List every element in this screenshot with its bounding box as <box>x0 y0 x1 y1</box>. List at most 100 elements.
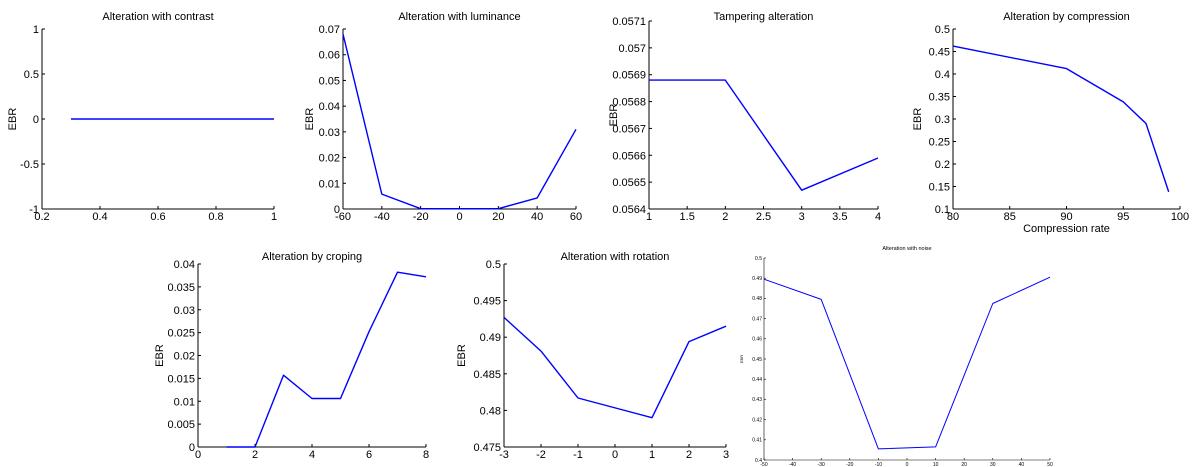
chart-6: Alteration with rotation -3 -2 -1 0 1 2 3 0.475 0… <box>456 251 729 461</box>
series-line <box>503 316 727 419</box>
x-tick-label: 1 <box>649 449 655 461</box>
y-tick-label: 0.0568 <box>612 97 646 109</box>
y-tick-label: 0.005 <box>167 419 195 431</box>
x-axis-label: Compression rate <box>1023 223 1110 235</box>
y-tick-label: 0.5 <box>24 69 39 81</box>
x-tick-label: 0 <box>456 211 462 223</box>
y-axis-label: EBR <box>456 344 468 367</box>
y-tick-label: 0.025 <box>167 328 195 340</box>
x-tick-label: 60 <box>570 211 582 223</box>
x-tick-label: -20 <box>846 462 853 467</box>
x-tick-label: -30 <box>818 462 825 467</box>
x-tick-label: 20 <box>492 211 504 223</box>
x-tick-label: 3.5 <box>832 211 847 223</box>
y-tick-label: 0.45 <box>752 357 762 363</box>
x-tick-label: 6 <box>366 449 372 461</box>
chart-title: Alteration with rotation <box>561 251 670 263</box>
y-tick-label: 0.4 <box>755 458 762 464</box>
x-tick-label: 2 <box>722 211 728 223</box>
chart-3: Tampering alteration 1 1.5 2 2.5 3 3.5 4 0.0564 0… <box>608 11 881 223</box>
y-tick-label: 0.02 <box>319 153 340 165</box>
x-tick-label: 30 <box>990 462 996 467</box>
x-tick-label: -40 <box>374 211 390 223</box>
y-tick-label: 0.5 <box>755 256 762 262</box>
y-tick-label: 0.43 <box>752 397 762 403</box>
x-tick-label: -40 <box>789 462 796 467</box>
x-tick-label: 40 <box>1019 462 1025 467</box>
y-tick-label: 0.03 <box>319 127 340 139</box>
y-tick-label: 0.41 <box>752 438 762 444</box>
y-tick-label: 0.01 <box>319 178 340 190</box>
y-tick-label: 0.47 <box>752 316 762 322</box>
x-tick-label: 85 <box>1004 211 1016 223</box>
y-tick-label: 0.05 <box>319 75 340 87</box>
y-tick-label: 0.49 <box>480 332 501 344</box>
y-tick-label: 0 <box>189 442 195 454</box>
y-tick-label: 0.1 <box>935 204 950 216</box>
series-line <box>649 79 879 191</box>
x-tick-label: 2 <box>252 449 258 461</box>
x-tick-label: 90 <box>1060 211 1072 223</box>
x-tick-label: 100 <box>1171 211 1189 223</box>
y-tick-label: 0.015 <box>167 373 195 385</box>
x-tick-label: 4 <box>309 449 315 461</box>
y-tick-label: 0.02 <box>174 351 195 363</box>
x-tick-label: 8 <box>423 449 429 461</box>
y-tick-label: 0.3 <box>935 114 950 126</box>
chart-1: Alteration with contrast 0.2 0.4 0.6 0.8 1 -1 -… <box>7 11 277 223</box>
x-tick-label: 80 <box>947 211 959 223</box>
chart-title: Alteration with contrast <box>102 11 213 23</box>
y-tick-label: -0.5 <box>20 159 39 171</box>
y-tick-label: 0.0569 <box>612 70 646 82</box>
y-tick-label: 0.06 <box>319 50 340 62</box>
y-tick-label: 0.0564 <box>612 204 646 216</box>
y-axis-label: EBR <box>7 108 19 131</box>
x-tick-label: 95 <box>1117 211 1129 223</box>
chart-title: Alteration by croping <box>262 251 362 263</box>
y-tick-label: 0.0566 <box>612 150 646 162</box>
y-tick-label: 0.25 <box>929 137 950 149</box>
x-tick-label: 50 <box>1047 462 1053 467</box>
y-tick-label: 0.42 <box>752 417 762 423</box>
y-tick-label: 0 <box>334 204 340 216</box>
x-tick-label: 20 <box>961 462 967 467</box>
chart-title: Alteration with noise <box>882 246 931 252</box>
x-tick-label: 0 <box>195 449 201 461</box>
chart-4: Alteration by compression 80 85 90 95 100 0.1 0… <box>912 11 1189 235</box>
x-tick-label: 40 <box>531 211 543 223</box>
x-tick-label: 1 <box>646 211 652 223</box>
chart-2: Alteration with luminance -60 -40 -20 0 20 40 6… <box>304 11 582 223</box>
x-tick-label: 3 <box>799 211 805 223</box>
x-tick-label: 10 <box>933 462 939 467</box>
y-tick-label: 0.5 <box>935 24 950 36</box>
x-tick-label: 1.5 <box>680 211 695 223</box>
y-tick-label: 0.48 <box>480 405 501 417</box>
x-tick-label: -60 <box>335 211 351 223</box>
y-axis-label: EBR <box>739 355 744 363</box>
chart-5: Alteration by croping 0 2 4 6 8 0 0.005 0.01 0.01… <box>154 251 429 461</box>
y-axis-label: EBR <box>912 108 924 131</box>
y-axis-label: EBR <box>608 104 620 127</box>
x-tick-label: -20 <box>413 211 429 223</box>
chart-title: Tampering alteration <box>714 11 814 23</box>
y-tick-label: 0.0565 <box>612 177 646 189</box>
x-tick-label: 1 <box>271 211 277 223</box>
x-tick-label: 2 <box>686 449 692 461</box>
series-line <box>226 271 427 448</box>
series-line <box>763 276 1051 450</box>
y-tick-label: 0.5 <box>486 259 501 271</box>
y-axis-label: EBR <box>154 344 166 367</box>
x-tick-label: 0.6 <box>150 211 165 223</box>
chart-title: Alteration by compression <box>1003 11 1130 23</box>
y-tick-label: 0.0571 <box>612 16 646 28</box>
chart-title: Alteration with luminance <box>398 11 520 23</box>
y-axis-label: EBR <box>304 108 316 131</box>
chart-7: Alteration with noise -50 -40 -30 -20 -10 0 10 2… <box>739 246 1053 467</box>
series-line <box>342 33 577 210</box>
x-tick-label: -50 <box>760 462 767 467</box>
y-tick-label: 0.49 <box>752 276 762 282</box>
x-tick-label: 0 <box>906 462 909 467</box>
x-tick-label: 3 <box>723 449 729 461</box>
y-tick-label: 0.03 <box>174 305 195 317</box>
